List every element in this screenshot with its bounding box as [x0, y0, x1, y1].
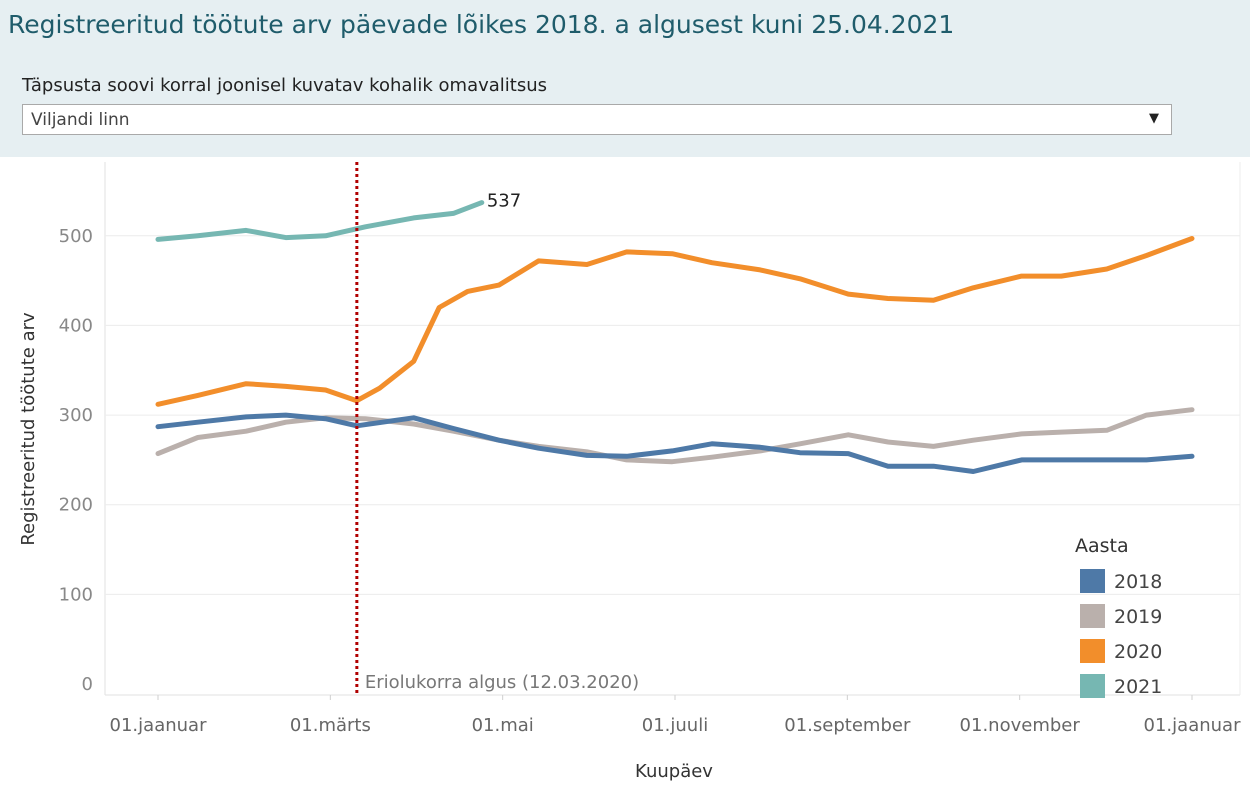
y-axis-label: Registreeritud töötute arv: [18, 312, 39, 546]
y-tick-label: 200: [59, 495, 93, 516]
legend-title: Aasta: [1075, 535, 1129, 557]
legend[interactable]: Aasta 2018 2019 2020 2021: [1075, 535, 1162, 698]
legend-label-2020[interactable]: 2020: [1114, 641, 1162, 663]
chevron-down-icon[interactable]: ▼: [1149, 111, 1159, 126]
legend-swatch-2019[interactable]: [1080, 604, 1105, 628]
line-chart: 0 100 200 300 400 500 01.jaanuar 01.märts 01.ma…: [18, 162, 1242, 782]
x-tick-label: 01.mai: [472, 715, 534, 736]
x-axis-label: Kuupäev: [635, 761, 713, 782]
legend-swatch-2020[interactable]: [1080, 639, 1105, 663]
series-line-2020: [155, 236, 1195, 407]
municipality-dropdown[interactable]: Viljandi linn ▼: [22, 104, 1172, 135]
y-tick-label: 500: [59, 226, 93, 247]
annotation-label: Eriolukorra algus (12.03.2020): [365, 672, 639, 693]
filter-label: Täpsusta soovi korral joonisel kuvatav k…: [22, 75, 548, 96]
page-title: Registreeritud töötute arv päevade lõike…: [8, 10, 955, 39]
legend-swatch-2021[interactable]: [1080, 674, 1105, 698]
y-tick-label: 300: [59, 405, 93, 426]
series-line-2018: [155, 412, 1195, 474]
x-tick-label: 01.märts: [290, 715, 371, 736]
x-tick-label: 01.jaanuar: [1144, 715, 1242, 736]
legend-label-2019[interactable]: 2019: [1114, 606, 1162, 628]
x-axis-ticks: 01.jaanuar 01.märts 01.mai 01.juuli 01.septe…: [110, 695, 1242, 736]
y-tick-label: 100: [59, 584, 93, 605]
y-tick-label: 0: [82, 674, 93, 695]
x-tick-label: 01.juuli: [642, 715, 708, 736]
y-axis-ticks: 0 100 200 300 400 500: [59, 226, 93, 695]
series-lines: [155, 200, 1195, 474]
series-line-2021: [155, 200, 485, 242]
legend-label-2021[interactable]: 2021: [1114, 676, 1162, 698]
x-tick-label: 01.jaanuar: [110, 715, 208, 736]
end-value-label: 537: [487, 191, 521, 212]
legend-swatch-2018[interactable]: [1080, 569, 1105, 593]
x-tick-label: 01.november: [960, 715, 1081, 736]
grid-lines: [104, 162, 1241, 696]
legend-label-2018[interactable]: 2018: [1114, 571, 1162, 593]
y-tick-label: 400: [59, 315, 93, 336]
x-tick-label: 01.september: [784, 715, 911, 736]
dropdown-value: Viljandi linn: [31, 110, 130, 130]
header-bar: Registreeritud töötute arv päevade lõike…: [0, 0, 1250, 157]
